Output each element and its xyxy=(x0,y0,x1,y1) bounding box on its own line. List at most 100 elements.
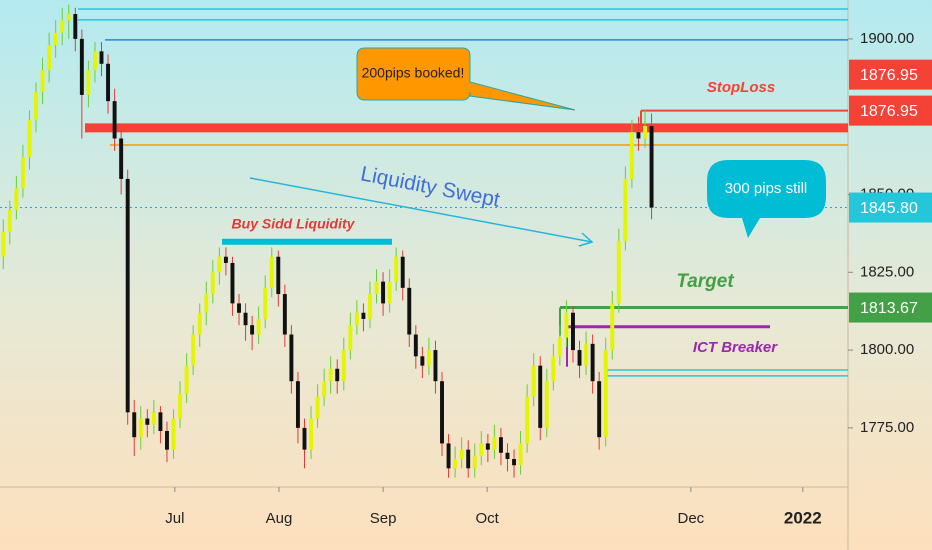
candle-body xyxy=(210,272,215,295)
candle-body xyxy=(184,365,189,394)
candle-body xyxy=(276,256,281,295)
levels xyxy=(0,8,848,377)
candle-body xyxy=(328,368,333,382)
candle-body xyxy=(413,334,418,357)
candle-body xyxy=(295,381,300,428)
x-tick-label: Jul xyxy=(165,510,184,527)
candle-body xyxy=(616,241,621,304)
candle-body xyxy=(544,381,549,428)
candle-body xyxy=(34,91,38,120)
still-text: 300 pips still xyxy=(725,180,808,197)
candle-body xyxy=(269,256,274,288)
candle-body xyxy=(1,231,6,257)
candle-body xyxy=(151,412,156,425)
price-label: 1845.80 xyxy=(860,200,918,217)
candle-body xyxy=(171,418,176,450)
candle-body xyxy=(7,210,12,232)
candle-body xyxy=(636,132,641,139)
booked-callout xyxy=(356,47,576,111)
candle-body xyxy=(341,350,346,382)
candle-body xyxy=(426,350,431,366)
y-tick-label: 1900.00 xyxy=(860,30,914,47)
candle-body xyxy=(60,20,65,33)
candle-body xyxy=(479,443,484,456)
candle-body xyxy=(204,294,209,313)
candle-body xyxy=(230,262,235,304)
candle-body xyxy=(92,51,97,71)
candle-body xyxy=(217,256,222,273)
candle-body xyxy=(590,343,595,382)
candle-body xyxy=(485,443,490,450)
candle-body xyxy=(197,312,202,335)
x-tick-label: Oct xyxy=(476,510,500,527)
candle-body xyxy=(538,365,543,428)
candle-body xyxy=(191,334,196,366)
candle-body xyxy=(86,70,91,95)
candle-body xyxy=(289,334,294,382)
candle-body xyxy=(53,32,58,46)
candle-body xyxy=(584,343,589,366)
price-label-bg xyxy=(849,59,932,90)
candle-body xyxy=(492,437,497,450)
candle-body xyxy=(14,188,19,211)
candle-body xyxy=(557,337,562,357)
candle-body xyxy=(315,396,320,419)
candle-body xyxy=(354,312,359,326)
candle-body xyxy=(381,281,386,304)
candle-body xyxy=(368,294,372,319)
y-tick-label: 1825.00 xyxy=(860,263,914,280)
candle-body xyxy=(138,418,143,438)
x-tick-label: Aug xyxy=(266,510,293,527)
candle-body xyxy=(282,294,287,335)
candle-body xyxy=(263,287,268,319)
price-label: 1813.67 xyxy=(860,300,918,317)
candle-body xyxy=(577,350,582,366)
candle-body xyxy=(243,312,248,326)
price-label-bg xyxy=(849,95,932,126)
candle-body xyxy=(387,281,392,304)
candle-body xyxy=(374,281,379,295)
buyside-text: Buy Sidd Liquidity xyxy=(232,216,356,232)
y-tick-label: 1775.00 xyxy=(860,419,914,436)
price-label: 1876.95 xyxy=(860,67,918,84)
candle-body xyxy=(446,443,451,469)
x-tick-label: 2022 xyxy=(784,508,822,527)
candle-body xyxy=(525,396,530,444)
booked-text: 200pips booked! xyxy=(362,65,465,81)
candle-body xyxy=(400,256,405,288)
candle-body xyxy=(165,430,169,450)
candle-body xyxy=(223,256,228,263)
candle-body xyxy=(472,455,477,469)
candle-body xyxy=(564,312,569,338)
price-label: 1876.95 xyxy=(860,103,918,120)
stoploss-text: StopLoss xyxy=(707,79,775,96)
candle-body xyxy=(119,138,124,179)
candle-body xyxy=(348,325,353,351)
candle-body xyxy=(505,452,510,459)
candle-body xyxy=(518,443,523,466)
candle-body xyxy=(250,325,255,335)
candle-body xyxy=(20,157,25,189)
candle-body xyxy=(178,393,183,419)
price-label-bg xyxy=(849,192,932,223)
candle-body xyxy=(512,458,517,466)
candle-body xyxy=(47,45,52,71)
swept-arrow-head xyxy=(578,232,594,247)
candles xyxy=(1,4,654,478)
candle-body xyxy=(571,312,575,351)
candle-body xyxy=(440,381,444,444)
candle-body xyxy=(643,126,647,139)
still-callout xyxy=(707,160,826,238)
candle-body xyxy=(237,303,241,313)
x-tick-label: Sep xyxy=(370,510,397,527)
candle-body xyxy=(322,381,327,397)
x-tick-label: Dec xyxy=(677,510,704,527)
candle-body xyxy=(158,412,163,431)
candle-body xyxy=(610,303,615,351)
candle-body xyxy=(73,14,78,39)
candle-body xyxy=(498,437,503,453)
candle-body xyxy=(27,119,32,158)
candle-body xyxy=(112,101,117,139)
target-text: Target xyxy=(676,271,734,292)
